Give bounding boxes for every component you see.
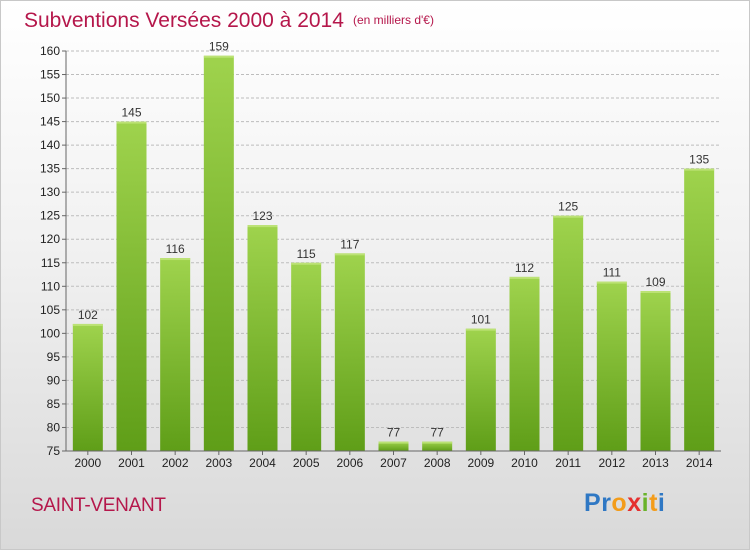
data-label-2004: 123 [252, 209, 272, 223]
data-label-2005: 115 [297, 247, 316, 261]
data-label-2013: 109 [645, 275, 665, 289]
x-tick-label-2013: 2013 [642, 456, 669, 470]
x-tick-label-2010: 2010 [511, 456, 538, 470]
bar-2006 [334, 253, 365, 451]
data-label-2010: 112 [515, 261, 534, 275]
data-label-2002: 116 [166, 242, 185, 256]
x-tick-label-2008: 2008 [424, 456, 451, 470]
bar-highlight [684, 168, 715, 171]
y-tick-label: 150 [40, 91, 60, 105]
x-tick-label-2003: 2003 [205, 456, 232, 470]
data-label-2001: 145 [121, 106, 141, 120]
axes: 75 80 85 90 95 100 105 110 115 120 125 130 135 140 145… [40, 44, 721, 470]
bar-2013 [640, 291, 671, 451]
data-label-2008: 77 [430, 426, 444, 440]
bar-highlight [334, 253, 365, 256]
logo-letter: r [601, 489, 612, 517]
chart-title: Subventions Versées 2000 à 2014 [24, 9, 344, 32]
bar-2003 [203, 55, 234, 452]
x-tick-label-2001: 2001 [118, 456, 145, 470]
data-label-2000: 102 [78, 308, 98, 322]
proxiti-logo: Proxiti [584, 489, 665, 518]
bar-highlight [596, 281, 627, 284]
bar-highlight [291, 262, 322, 265]
data-label-2014: 135 [689, 153, 709, 167]
bar-2012 [596, 281, 627, 451]
data-label-2006: 117 [340, 237, 359, 251]
commune-name: SAINT-VENANT [31, 495, 166, 516]
y-tick-label: 135 [40, 162, 60, 176]
bar-2000 [72, 323, 103, 451]
x-tick-label-2009: 2009 [467, 456, 494, 470]
data-label-2009: 101 [471, 313, 491, 327]
y-tick-label: 75 [47, 444, 61, 458]
data-label-2011: 125 [558, 200, 578, 214]
logo-letter: i [657, 489, 666, 517]
logo-letter: x [627, 489, 642, 517]
y-tick-label: 85 [47, 397, 61, 411]
bar-2001 [116, 121, 147, 452]
x-tick-label-2007: 2007 [380, 456, 407, 470]
x-tick-label-2002: 2002 [162, 456, 189, 470]
bar-2014 [684, 168, 715, 451]
x-tick-label-2004: 2004 [249, 456, 276, 470]
bar-highlight [553, 215, 584, 218]
bar-2002 [160, 258, 191, 451]
bar-highlight [465, 328, 496, 331]
bar-highlight [378, 441, 409, 444]
bar-2008 [422, 441, 453, 451]
y-tick-label: 130 [40, 185, 60, 199]
y-tick-label: 120 [40, 232, 60, 246]
logo-letter: i [641, 489, 650, 517]
bar-2011 [553, 215, 584, 451]
data-label-2012: 111 [603, 266, 622, 280]
bar-highlight [160, 258, 191, 261]
data-label-2003: 159 [209, 40, 229, 54]
y-tick-label: 110 [41, 279, 60, 293]
bars: 102 145 116 159 123 115 117 77 77 101 112 125 111 109… [72, 40, 715, 452]
x-tick-label-2011: 2011 [555, 456, 581, 470]
bar-highlight [422, 441, 453, 444]
bar-2005 [291, 262, 322, 451]
bar-2010 [509, 276, 540, 451]
y-tick-label: 145 [40, 115, 60, 129]
bar-highlight [640, 291, 671, 293]
y-tick-label: 160 [40, 44, 60, 58]
y-tick-label: 90 [47, 373, 61, 387]
bar-highlight [72, 323, 103, 326]
bar-2004 [247, 225, 278, 451]
x-tick-label-2014: 2014 [686, 456, 713, 470]
bar-2007 [378, 441, 409, 451]
bar-highlight [509, 276, 540, 279]
logo-letter: o [611, 489, 628, 517]
x-tick-label-2006: 2006 [336, 456, 363, 470]
chart-subtitle: (en milliers d'€) [353, 13, 434, 27]
bar-highlight [247, 225, 278, 228]
x-tick-label-2012: 2012 [598, 456, 625, 470]
x-tick-label-2000: 2000 [74, 456, 101, 470]
y-tick-label: 80 [47, 420, 61, 434]
bar-highlight [203, 55, 234, 58]
x-tick-label-2005: 2005 [293, 456, 320, 470]
y-tick-label: 105 [40, 303, 60, 317]
logo-letter: P [584, 489, 602, 517]
y-tick-label: 125 [40, 209, 60, 223]
bar-2009 [465, 328, 496, 451]
y-tick-label: 155 [40, 68, 60, 82]
y-tick-label: 115 [41, 256, 60, 270]
y-tick-label: 100 [40, 326, 60, 340]
logo-letter: t [649, 489, 658, 517]
y-tick-label: 95 [47, 350, 61, 364]
bar-highlight [116, 121, 147, 124]
data-label-2007: 77 [387, 426, 401, 440]
y-tick-label: 140 [40, 138, 60, 152]
